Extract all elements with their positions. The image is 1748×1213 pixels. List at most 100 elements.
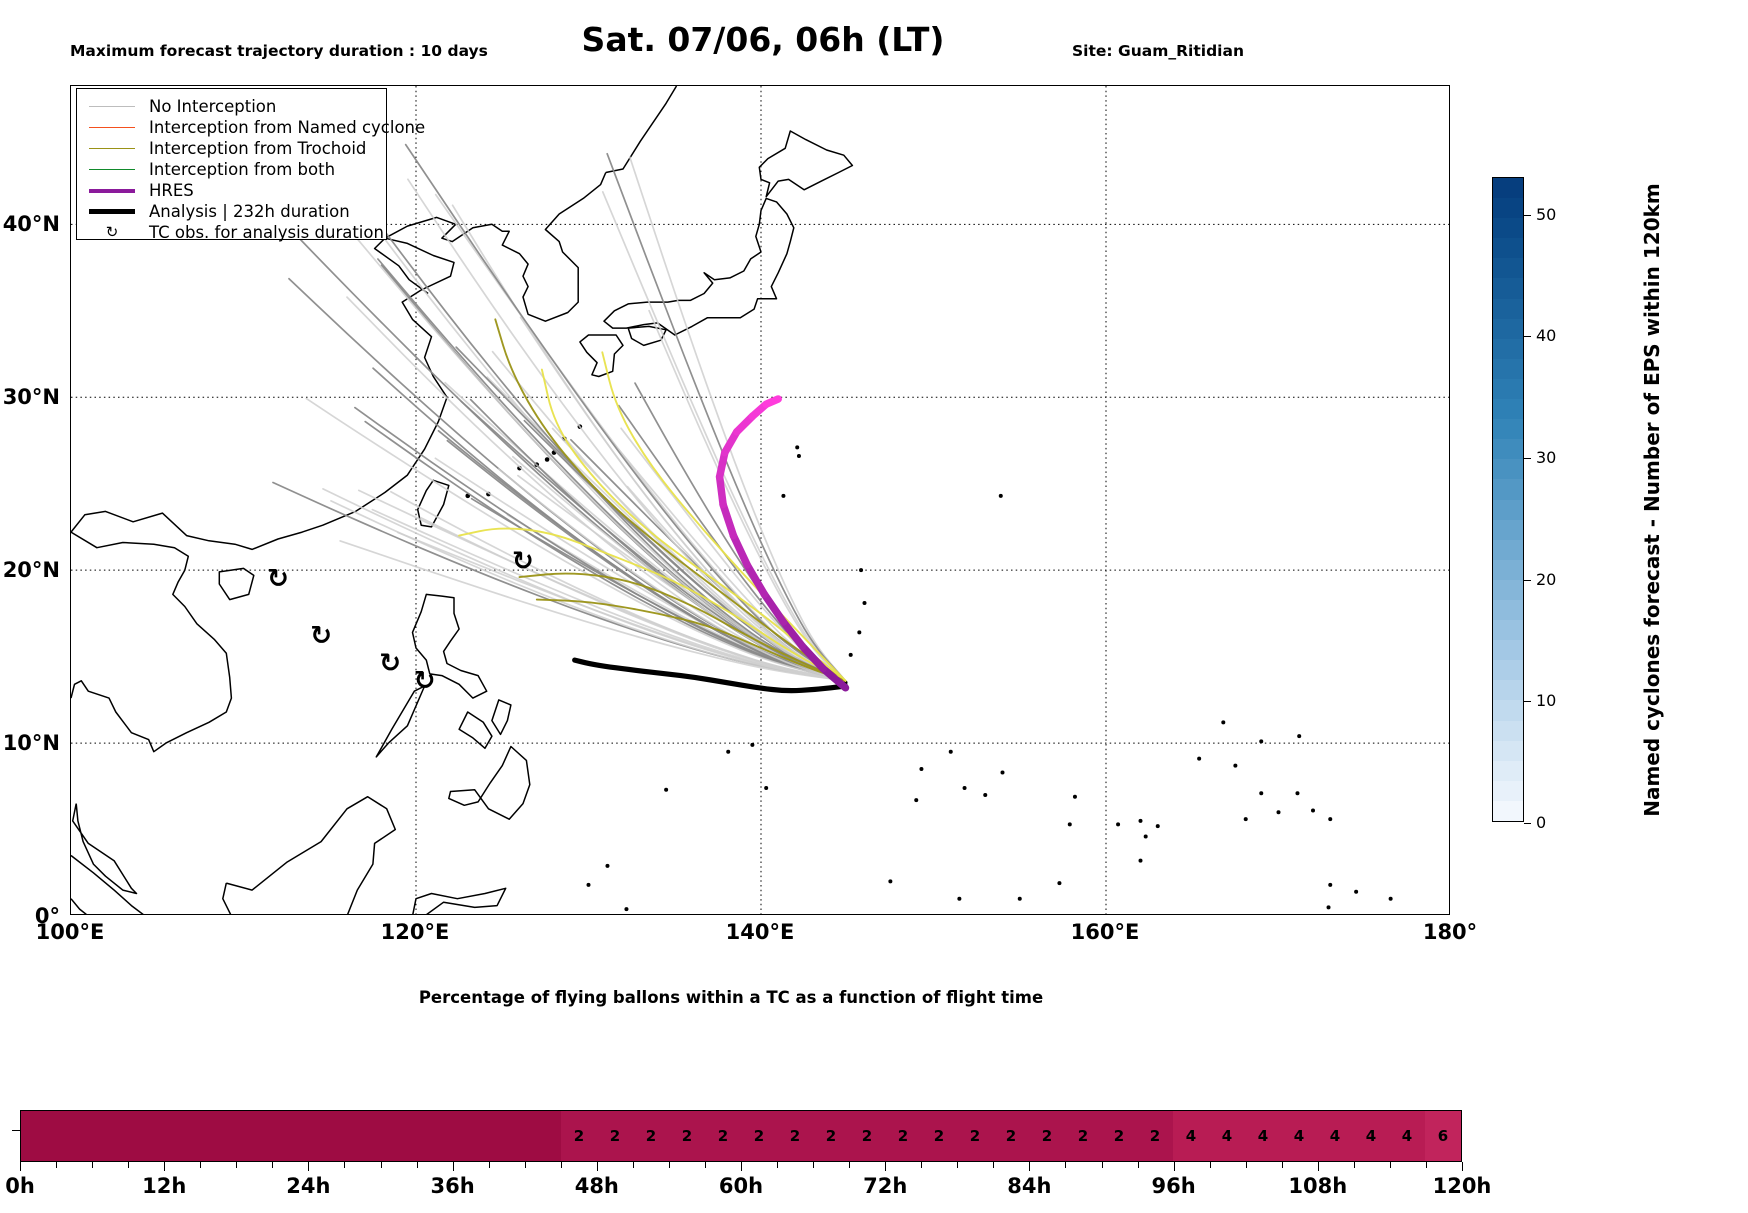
colorbar-cell <box>1493 760 1523 781</box>
lon-tick-label: 180° <box>1422 920 1478 944</box>
pct-bar-tick-label: 36h <box>430 1174 475 1198</box>
trajectory-path <box>648 309 847 682</box>
hres-trajectory-segment <box>779 618 807 651</box>
pct-bar-tick-label: 24h <box>286 1174 331 1198</box>
legend-item-1[interactable]: Interception from Named cyclone <box>77 117 425 138</box>
legend-item-0[interactable]: No Interception <box>77 96 386 117</box>
colorbar-cell <box>1493 258 1523 279</box>
header-site: Site: Guam_Ritidian <box>1072 42 1244 60</box>
header-max-duration: Maximum forecast trajectory duration : 1… <box>70 42 488 60</box>
pct-bar-cell <box>93 1111 129 1161</box>
trajectory-path <box>628 156 847 682</box>
trajectory-path <box>373 217 847 682</box>
pct-bar-tick-label: 72h <box>863 1174 908 1198</box>
pct-bar-cell-value: 2 <box>1113 1127 1125 1145</box>
colorbar-tick-label: 20 <box>1524 570 1556 589</box>
colorbar-cell <box>1493 660 1523 681</box>
legend-line-swatch <box>89 169 135 170</box>
cyclone-icon: ↻ <box>105 223 119 241</box>
colorbar-cell <box>1493 800 1523 821</box>
trajectory-path <box>339 540 847 682</box>
trajectory-path <box>357 489 847 682</box>
legend-item-3[interactable]: Interception from both <box>77 159 386 180</box>
pct-bar-cell-value: 2 <box>753 1127 765 1145</box>
colorbar-cell <box>1493 720 1523 741</box>
hres-trajectory-segment <box>762 395 782 408</box>
pct-bar-cell: 2 <box>705 1111 741 1161</box>
pct-bar-tick-label: 96h <box>1151 1174 1196 1198</box>
pct-bar-cell-value: 6 <box>1437 1127 1449 1145</box>
pct-bar-cell: 2 <box>777 1111 813 1161</box>
lon-tick-label: 100°E <box>35 920 105 944</box>
pct-bar-cell-value: 4 <box>1401 1127 1413 1145</box>
colorbar-cell <box>1493 218 1523 239</box>
pct-bar-tick <box>524 1162 526 1168</box>
page-title: Sat. 07/06, 06h (LT) <box>0 20 1748 59</box>
legend-item-label: No Interception <box>149 97 277 116</box>
pct-bar-tick <box>308 1162 310 1171</box>
legend-line-swatch <box>89 209 135 214</box>
pct-bar-cell <box>345 1111 381 1161</box>
pct-bar-tick <box>777 1162 779 1168</box>
colorbar-tick-label: 50 <box>1524 205 1556 224</box>
colorbar-label-text: Named cyclones forecast - Number of EPS … <box>1640 183 1664 817</box>
pct-bar-cell: 4 <box>1281 1111 1317 1161</box>
percentage-bar-left-tick <box>12 1130 21 1131</box>
pct-bar-cell-value: 2 <box>789 1127 801 1145</box>
pct-bar-cell-value: 2 <box>573 1127 585 1145</box>
pct-bar-cell: 2 <box>849 1111 885 1161</box>
pct-bar-cell-value: 2 <box>1077 1127 1089 1145</box>
hres-trajectory-segment <box>743 561 769 599</box>
pct-bar-cell: 2 <box>1029 1111 1065 1161</box>
legend-item-2[interactable]: Interception from Trochoid <box>77 138 386 159</box>
pct-bar-cell-value: 4 <box>1257 1127 1269 1145</box>
legend-item-4[interactable]: HRES <box>77 180 386 201</box>
pct-bar-cell-value: 2 <box>717 1127 729 1145</box>
trajectory-path <box>601 351 847 682</box>
pct-bar-tick <box>741 1162 742 1171</box>
pct-bar-tick <box>596 1162 598 1171</box>
pct-bar-cell-value: 2 <box>897 1127 909 1145</box>
legend-item-label: Interception from Named cyclone <box>149 118 426 137</box>
pct-bar-tick <box>380 1162 382 1168</box>
pct-bar-cell <box>525 1111 561 1161</box>
trajectory-path <box>458 527 847 682</box>
pct-bar-cell: 6 <box>1425 1111 1461 1161</box>
map-canvas: ↻ ↻ ↻ ↻ ↻ <box>71 86 1449 914</box>
colorbar-cell <box>1493 459 1523 480</box>
colorbar-tick-label: 40 <box>1524 326 1556 345</box>
trajectory-path <box>606 152 847 682</box>
hres-trajectory-segment <box>798 642 827 673</box>
legend-item-label: TC obs. for analysis duration <box>149 223 384 242</box>
legend-item-5[interactable]: Analysis | 232h duration <box>77 201 386 222</box>
pct-bar-tick <box>993 1162 995 1168</box>
pct-bar-tick <box>92 1162 94 1168</box>
pct-bar-tick <box>1173 1162 1175 1171</box>
colorbar-label: Named cyclones forecast - Number of EPS … <box>1640 150 1670 850</box>
pct-bar-cell-value: 2 <box>609 1127 621 1145</box>
trajectory-path <box>497 468 847 682</box>
map-gridlines <box>71 86 1449 914</box>
colorbar-cell <box>1493 278 1523 299</box>
pct-bar-tick <box>1425 1162 1427 1168</box>
pct-bar-cell: 2 <box>561 1111 597 1161</box>
hres-trajectory-segment <box>719 500 738 540</box>
pct-bar-tick <box>128 1162 130 1168</box>
pct-bar-tick <box>272 1162 274 1168</box>
tc-observation-marker: ↻ <box>414 666 436 696</box>
trajectory-path <box>601 191 847 682</box>
pct-bar-cell <box>273 1111 309 1161</box>
colorbar-cell <box>1493 399 1523 420</box>
pct-bar-tick <box>885 1162 887 1171</box>
pct-bar-tick <box>344 1162 346 1168</box>
legend-item-6[interactable]: ↻ TC obs. for analysis duration <box>77 222 386 243</box>
pct-bar-cell <box>381 1111 417 1161</box>
colorbar <box>1492 177 1524 822</box>
pct-bar-tick <box>1029 1162 1031 1171</box>
pct-bar-cell: 2 <box>921 1111 957 1161</box>
pct-bar-cell: 2 <box>1101 1111 1137 1161</box>
pct-bar-cell-value: 4 <box>1185 1127 1197 1145</box>
colorbar-cell <box>1493 378 1523 400</box>
pct-bar-cell <box>453 1111 489 1161</box>
pct-bar-cell: 2 <box>597 1111 633 1161</box>
